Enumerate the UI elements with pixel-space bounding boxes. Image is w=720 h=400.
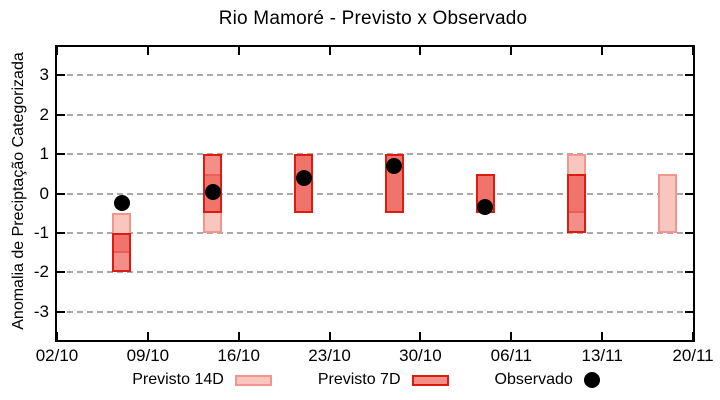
x-tick-mark <box>510 47 513 55</box>
forecast-bar-14d <box>657 173 677 233</box>
forecast-bar-7d <box>566 173 586 233</box>
legend-label-previsto-14d: Previsto 14D <box>132 371 224 388</box>
x-tick-label: 09/10 <box>126 346 170 365</box>
observed-point <box>204 183 221 200</box>
y-tick-mark <box>57 231 65 234</box>
chart-title: Rio Mamoré - Previsto x Observado <box>218 8 528 29</box>
y-tick-mark <box>57 271 65 274</box>
y-tick-label: 3 <box>39 65 49 85</box>
y-tick-mark <box>685 310 693 313</box>
x-tick-mark <box>56 332 58 340</box>
legend-item-previsto-14d: Previsto 14D <box>132 371 272 389</box>
legend-item-observado: Observado <box>495 371 600 389</box>
y-tick-mark <box>685 231 693 234</box>
observed-point <box>113 195 130 212</box>
x-tick-mark <box>328 47 331 55</box>
forecast-bar-7d <box>112 232 132 273</box>
y-tick-label: 0 <box>39 183 49 203</box>
x-tick-label: 02/10 <box>35 346 79 365</box>
observed-point <box>386 157 403 174</box>
y-tick-label: -2 <box>33 262 49 282</box>
previsto-7d-swatch-icon <box>411 374 449 386</box>
x-tick-mark <box>237 332 240 340</box>
gridline <box>57 192 693 195</box>
x-tick-mark <box>56 47 58 55</box>
x-tick-label: 16/10 <box>217 346 260 365</box>
observado-dot-icon <box>583 372 600 388</box>
gridline <box>57 231 693 234</box>
y-tick-mark <box>57 113 65 116</box>
gridline <box>57 271 693 274</box>
y-tick-label: 2 <box>39 104 49 124</box>
y-tick-mark <box>57 192 65 195</box>
gridline <box>57 113 693 116</box>
y-tick-mark <box>685 113 693 116</box>
gridline <box>57 74 693 77</box>
legend-item-previsto-7d: Previsto 7D <box>318 371 449 389</box>
legend-label-previsto-7d: Previsto 7D <box>317 371 401 388</box>
x-tick-mark <box>692 332 694 340</box>
y-tick-label: -3 <box>33 301 49 321</box>
x-tick-mark <box>692 47 694 55</box>
x-tick-mark <box>601 332 604 340</box>
y-tick-mark <box>685 271 693 274</box>
x-tick-mark <box>510 332 513 340</box>
observed-point <box>295 169 312 186</box>
y-tick-label: -1 <box>33 222 49 242</box>
x-tick-label: 06/11 <box>490 346 532 365</box>
x-tick-label: 30/10 <box>399 346 442 365</box>
x-tick-mark <box>328 332 331 340</box>
x-tick-label: 13/11 <box>581 346 623 365</box>
y-tick-mark <box>57 153 65 155</box>
y-tick-mark <box>685 153 693 155</box>
previsto-14d-swatch-icon <box>234 374 272 386</box>
plot-area: 3 2 1 0 -1 -2 -3 02/10 09/10 16/10 23/10 30/10 06/11… <box>34 45 714 365</box>
x-tick-label: 23/10 <box>308 346 351 365</box>
x-tick-mark <box>146 332 149 340</box>
y-tick-mark <box>57 310 65 313</box>
y-tick-label: 1 <box>39 144 49 163</box>
legend-label-observado: Observado <box>494 371 573 388</box>
y-tick-mark <box>57 74 65 77</box>
y-tick-mark <box>685 74 693 77</box>
x-tick-mark <box>419 332 422 340</box>
x-tick-mark <box>419 47 422 55</box>
chart-legend: Previsto 14D Previsto 7D Observado <box>0 371 720 389</box>
observed-point <box>477 199 494 216</box>
x-tick-label: 20/11 <box>672 346 714 365</box>
x-tick-mark <box>237 47 240 55</box>
x-tick-mark <box>601 47 604 55</box>
y-tick-mark <box>685 192 693 195</box>
x-tick-mark <box>146 47 149 55</box>
gridline <box>57 153 693 155</box>
gridline <box>57 310 693 313</box>
